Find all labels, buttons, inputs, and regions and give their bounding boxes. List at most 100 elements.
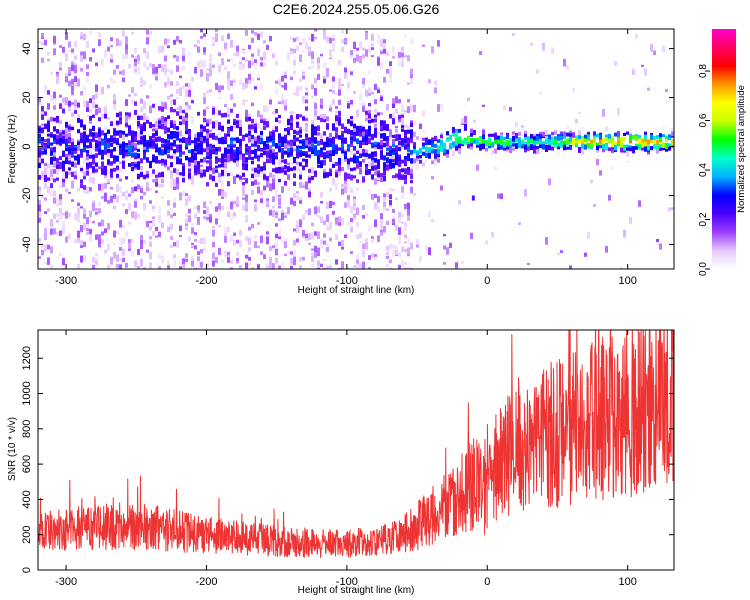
spectrogram-cell — [47, 257, 50, 265]
spectrogram-cell — [158, 150, 161, 155]
spectrogram-cell — [527, 144, 530, 149]
spectrogram-cell — [56, 168, 59, 175]
spectrogram-cell — [188, 159, 191, 167]
spectrogram-cell — [257, 144, 260, 151]
spectrogram-cell — [305, 124, 308, 133]
spectrogram-cell — [374, 123, 377, 131]
spectrogram-cell — [650, 43, 653, 52]
spectrogram-cell — [344, 39, 347, 43]
spectrogram-cell — [146, 66, 149, 70]
spectrogram-cell — [218, 64, 221, 73]
spectrogram-cell — [320, 139, 323, 145]
spectrogram-cell — [260, 152, 263, 158]
spectrogram-cell — [50, 148, 53, 154]
spectrogram-cell — [407, 156, 410, 162]
spectrogram-cell — [65, 121, 68, 128]
spectrogram-cell — [335, 150, 338, 155]
spectrogram-cell — [254, 179, 257, 185]
spectrogram-cell — [242, 188, 245, 196]
spectrogram-cell — [212, 148, 215, 154]
spectrogram-cell — [128, 242, 131, 249]
spectrogram-cell — [395, 161, 398, 166]
spectrogram-cell — [389, 114, 392, 119]
spectrogram-cell — [356, 159, 359, 164]
spectrogram-cell — [68, 160, 71, 165]
spectrogram-cell — [233, 124, 236, 129]
spectrogram-cell — [407, 247, 410, 255]
spectrogram-cell — [80, 132, 83, 139]
spectrogram-cell — [311, 252, 314, 256]
snr-x-axis-label: Height of straight line (km) — [298, 585, 415, 596]
spectrogram-cell — [641, 147, 644, 151]
spectrogram-cell — [71, 161, 74, 167]
spectrogram-cell — [44, 167, 47, 175]
spectrogram-cell — [269, 158, 272, 164]
spectrogram-cell — [617, 130, 620, 137]
spectrogram-cell — [302, 140, 305, 147]
spectrogram-cell — [275, 80, 278, 84]
spectrogram-cell — [644, 131, 647, 138]
spectrogram-cell — [422, 151, 425, 156]
spectrogram-cell — [413, 158, 416, 164]
spectrogram-cell — [59, 67, 62, 71]
spectrogram-cell — [188, 168, 191, 172]
snr-y-tick-label: 1200 — [21, 346, 33, 370]
spectrogram-cell — [191, 228, 194, 234]
spectrogram-cell — [47, 208, 50, 213]
spectrogram-cell — [656, 135, 659, 139]
spectrogram-cell — [257, 181, 260, 185]
spectrogram-cell — [401, 246, 404, 252]
spectrogram-cell — [185, 142, 188, 147]
spectrogram-cell — [119, 178, 122, 182]
spectrogram-cell — [80, 179, 83, 184]
spectrogram-cell — [338, 157, 341, 164]
spectrogram-cell — [545, 146, 548, 152]
spectrogram-cell — [551, 137, 554, 143]
spectrogram-cell — [95, 62, 98, 67]
spectrogram-cell — [62, 257, 65, 266]
spectrogram-cell — [383, 175, 386, 182]
spectrogram-cell — [104, 249, 107, 254]
spectrogram-cell — [608, 147, 611, 152]
spectrogram-cell — [185, 120, 188, 124]
spectrogram-cell — [257, 76, 260, 81]
spectrogram-cell — [266, 138, 269, 143]
spectrogram-cell — [98, 127, 101, 131]
spectrogram-cell — [326, 267, 329, 269]
spectrogram-cell — [392, 148, 395, 152]
spectrogram-cell — [494, 148, 497, 154]
spectrogram-cell — [368, 168, 371, 175]
spectrogram-cell — [299, 129, 302, 134]
spectrogram-cell — [308, 168, 311, 173]
spectrogram-cell — [83, 100, 86, 108]
spectrogram-cell — [173, 109, 176, 113]
spectrogram-cell — [80, 119, 83, 124]
spectrogram-cell — [629, 136, 632, 142]
spectrogram-cell — [437, 145, 440, 149]
spectrogram-cell — [56, 75, 59, 79]
spectrogram-cell — [362, 204, 365, 210]
spectrogram-cell — [512, 128, 515, 133]
spectrogram-cell — [122, 133, 125, 140]
spectrogram-cell — [83, 171, 86, 179]
spectrogram-cell — [86, 150, 89, 154]
spectrogram-cell — [233, 103, 236, 108]
spectrogram-cell — [311, 138, 314, 142]
spectrogram-cell — [476, 140, 479, 146]
spectrogram-cell — [80, 35, 83, 40]
spectrogram-cell — [134, 166, 137, 170]
spectrogram-cell — [623, 144, 626, 151]
spectrogram-cell — [155, 178, 158, 184]
spectrogram-cell — [335, 147, 338, 151]
spectrogram-cell — [113, 251, 116, 259]
spectrogram-cell — [230, 201, 233, 210]
spectrogram-cell — [350, 71, 353, 76]
spectrogram-cell — [401, 114, 404, 118]
spectrogram-cell — [86, 162, 89, 167]
spectrogram-cell — [161, 143, 164, 148]
spectrogram-cell — [197, 147, 200, 153]
spectrogram-cell — [209, 155, 212, 160]
spectrogram-cell — [377, 205, 380, 213]
spectrogram-cell — [53, 91, 56, 99]
spectrogram-cell — [59, 104, 62, 108]
